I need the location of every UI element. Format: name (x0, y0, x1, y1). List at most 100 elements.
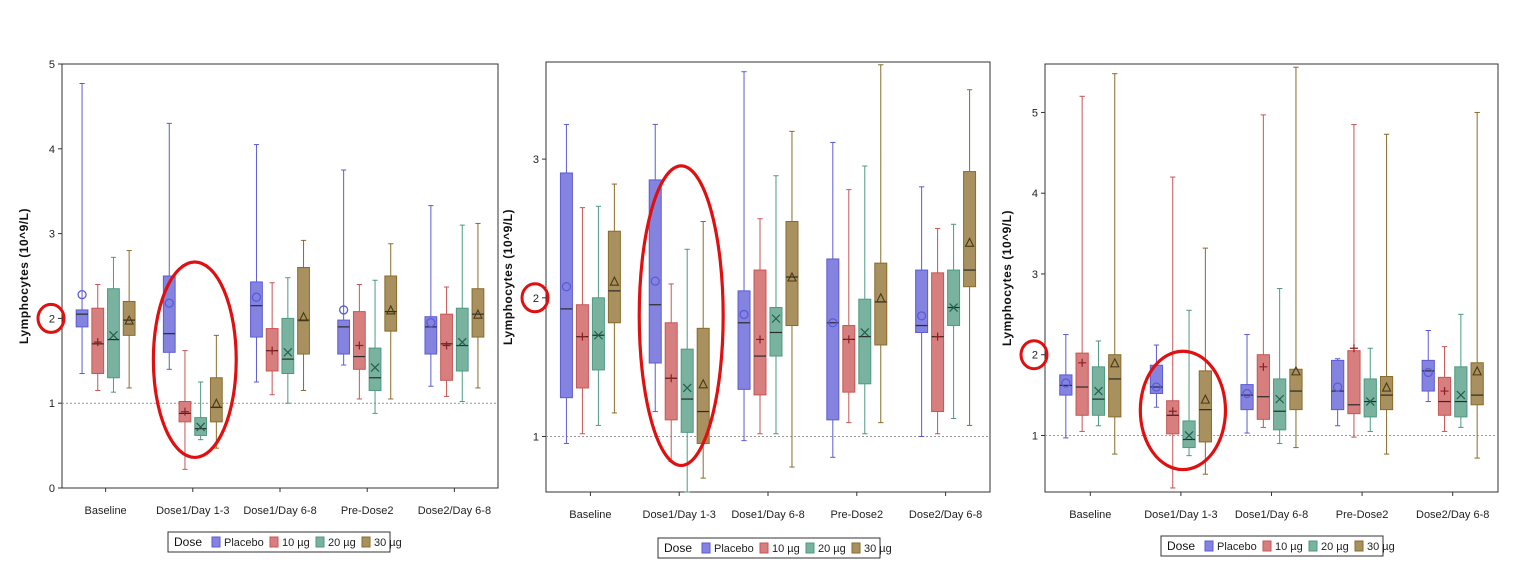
x-tick-label: Dose1/Day 1-3 (643, 509, 716, 521)
box-plus-1 (91, 283, 105, 391)
y-tick-label: 5 (49, 59, 55, 71)
box-circle-5 (1421, 329, 1435, 403)
mean-marker (1472, 365, 1483, 376)
box-circle-5 (424, 205, 438, 387)
y-tick-label: 4 (49, 144, 55, 156)
legend-swatch (701, 542, 711, 554)
legend: Dose Placebo 10 µg 20 µg 30 µg (167, 531, 402, 553)
box-body (352, 311, 366, 370)
box-triangle-3 (785, 130, 799, 468)
legend-swatch (1354, 540, 1364, 552)
red-circle-highlight-y-tick (1019, 339, 1049, 371)
box-body (1331, 359, 1345, 411)
legend-swatch (1308, 540, 1318, 552)
mean-marker (682, 383, 692, 393)
x-tick-label: Pre-Dose2 (341, 505, 394, 517)
legend-title: Dose (1167, 539, 1195, 553)
box-body (737, 290, 751, 390)
box-triangle-4 (1379, 133, 1394, 455)
legend-swatch (269, 536, 279, 548)
box-body (680, 348, 694, 433)
box-body (455, 307, 469, 372)
box-x-4 (1363, 347, 1377, 432)
legend-item-label: 20 µg (1321, 541, 1349, 553)
legend-item-label: 30 µg (864, 543, 892, 555)
box-x-2 (680, 248, 694, 493)
mean-marker (787, 271, 797, 282)
box-x-1 (1091, 340, 1106, 427)
mean-marker (164, 298, 174, 308)
mean-marker (1423, 367, 1433, 378)
mean-marker (609, 275, 620, 286)
mean-marker (442, 341, 451, 350)
mean-marker (251, 292, 262, 302)
legend-swatch (1204, 540, 1214, 552)
legend-item-label: Placebo (224, 537, 264, 549)
box-circle-2 (1149, 344, 1164, 408)
box-body (1437, 376, 1452, 416)
box-body (337, 319, 351, 355)
box-triangle-1 (122, 250, 136, 389)
mean-marker (298, 311, 309, 322)
box-body (1182, 420, 1196, 449)
mean-marker (1184, 431, 1194, 440)
mean-marker (578, 332, 587, 341)
box-body (1379, 376, 1394, 411)
box-triangle-5 (471, 222, 485, 389)
mean-marker (1275, 394, 1285, 404)
mean-marker (109, 330, 118, 340)
box-triangle-2 (1198, 247, 1212, 475)
x-tick-label: Dose1/Day 6-8 (243, 505, 316, 517)
mean-marker (1078, 358, 1087, 367)
legend-swatch (805, 542, 815, 554)
red-circle-highlight-y-tick (520, 282, 550, 314)
mean-marker (211, 397, 222, 408)
legend-swatch (211, 536, 221, 548)
legend-swatch (361, 536, 371, 548)
plot-frame (61, 63, 499, 489)
legend-item-label: 30 µg (1367, 541, 1395, 553)
legend-item-label: 10 µg (1275, 541, 1303, 553)
y-tick-label: 0 (49, 483, 55, 495)
mean-marker (844, 335, 853, 344)
boxplot-svg-3: 1 2 3 4 5 Lymphocytes (10^9/L) Baseline Dose1/D… (1000, 63, 1499, 557)
box-plus-2 (1166, 176, 1180, 489)
mean-marker (385, 304, 396, 315)
x-tick-label: Dose2/Day 6-8 (909, 509, 982, 521)
mean-marker (561, 282, 572, 292)
box-body (1273, 378, 1287, 431)
mean-marker (1381, 381, 1392, 392)
box-plus-2 (664, 283, 678, 462)
legend: Dose Placebo 10 µg 20 µg 30 µg (657, 537, 892, 559)
mean-marker (283, 347, 293, 357)
legend-item-label: 10 µg (772, 543, 800, 555)
box-body (107, 288, 120, 379)
y-tick-label: 2 (1032, 350, 1038, 362)
mean-marker (180, 407, 189, 416)
mean-marker (457, 337, 467, 347)
box-plus-3 (1256, 114, 1270, 428)
mean-marker (860, 328, 870, 337)
mean-marker (949, 303, 959, 312)
box-x-4 (368, 279, 382, 414)
box-body (963, 171, 977, 288)
mean-marker (1349, 344, 1358, 353)
mean-marker (473, 308, 483, 319)
x-tick-label: Dose1/Day 6-8 (731, 509, 804, 521)
legend-swatch (851, 542, 861, 554)
box-body (559, 172, 573, 399)
box-triangle-3 (297, 239, 310, 391)
box-body (769, 307, 783, 357)
mean-marker (1291, 365, 1301, 376)
box-body (915, 269, 929, 333)
box-body (591, 297, 605, 371)
box-plus-2 (178, 350, 192, 470)
y-tick-label: 1 (1032, 430, 1038, 442)
box-plus-5 (440, 286, 453, 397)
box-body (1108, 354, 1122, 418)
mean-marker (1109, 357, 1120, 368)
box-circle-4 (1331, 358, 1345, 427)
box-x-1 (591, 205, 605, 426)
x-tick-label: Baseline (1069, 509, 1111, 521)
legend-swatch (1262, 540, 1272, 552)
